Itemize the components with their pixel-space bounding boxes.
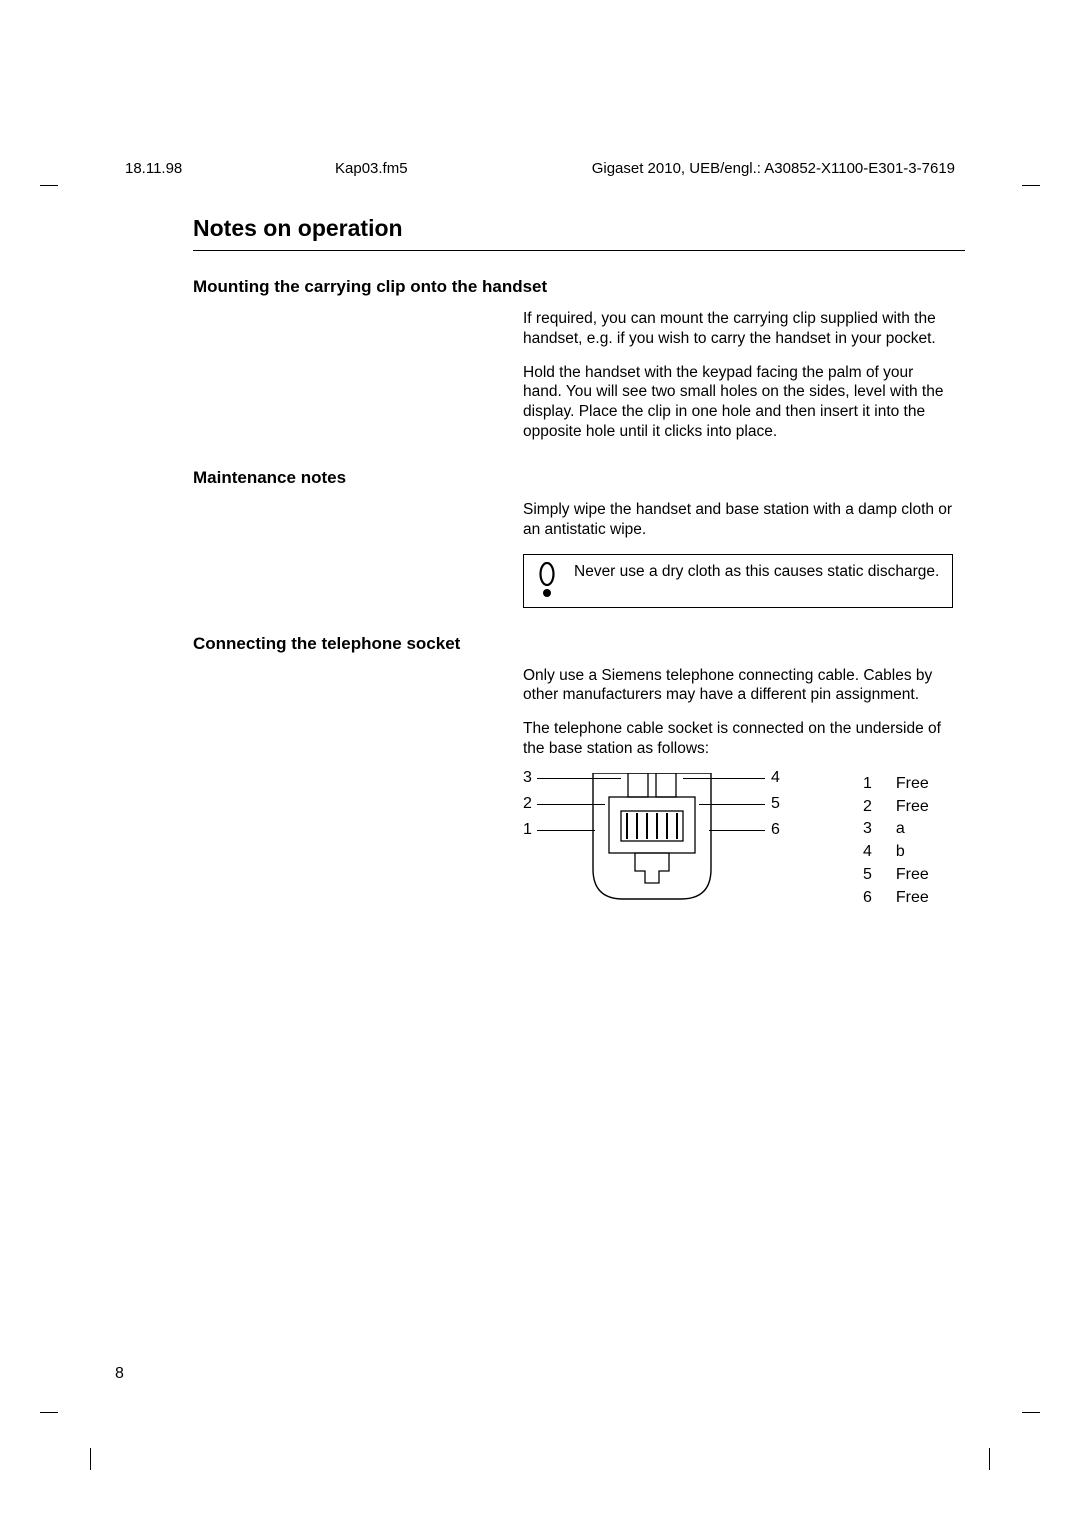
section-mounting: Mounting the carrying clip onto the hand…: [193, 277, 965, 442]
pin-label-3: 3: [523, 769, 532, 787]
para: Only use a Siemens telephone connecting …: [523, 666, 953, 706]
socket-figure: 3 2 1 4 5 6: [523, 773, 953, 913]
page-number: 8: [115, 1365, 124, 1383]
h2-socket: Connecting the telephone socket: [193, 634, 965, 654]
meta-line: 18.11.98 Kap03.fm5 Gigaset 2010, UEB/eng…: [115, 160, 965, 177]
table-row: 3a: [863, 818, 929, 841]
pin-assignment-table: 1Free 2Free 3a 4b 5Free 6Free: [863, 773, 929, 909]
section-socket: Connecting the telephone socket Only use…: [193, 634, 965, 913]
page-title: Notes on operation: [193, 215, 965, 242]
note-text: Never use a dry cloth as this causes sta…: [574, 562, 939, 582]
pin-label-1: 1: [523, 821, 532, 839]
table-row: 4b: [863, 841, 929, 864]
title-rule: [193, 250, 965, 251]
rj-socket-icon: [585, 773, 719, 905]
note-box: Never use a dry cloth as this causes sta…: [523, 554, 953, 608]
para: If required, you can mount the carrying …: [523, 309, 953, 349]
h2-mounting: Mounting the carrying clip onto the hand…: [193, 277, 965, 297]
pin-label-5: 5: [771, 795, 780, 813]
pin-label-4: 4: [771, 769, 780, 787]
pin-label-6: 6: [771, 821, 780, 839]
para: Simply wipe the handset and base station…: [523, 500, 953, 540]
meta-file: Kap03.fm5: [335, 160, 545, 177]
table-row: 6Free: [863, 887, 929, 910]
section-maintenance: Maintenance notes Simply wipe the handse…: [193, 468, 965, 608]
para: The telephone cable socket is connected …: [523, 719, 953, 759]
table-row: 5Free: [863, 864, 929, 887]
para: Hold the handset with the keypad facing …: [523, 363, 953, 442]
exclamation-icon: [534, 562, 560, 600]
pin-label-2: 2: [523, 795, 532, 813]
h2-maintenance: Maintenance notes: [193, 468, 965, 488]
meta-date: 18.11.98: [115, 160, 335, 177]
connector-diagram: 3 2 1 4 5 6: [523, 773, 793, 913]
table-row: 2Free: [863, 796, 929, 819]
table-row: 1Free: [863, 773, 929, 796]
meta-docref: Gigaset 2010, UEB/engl.: A30852-X1100-E3…: [545, 160, 965, 177]
